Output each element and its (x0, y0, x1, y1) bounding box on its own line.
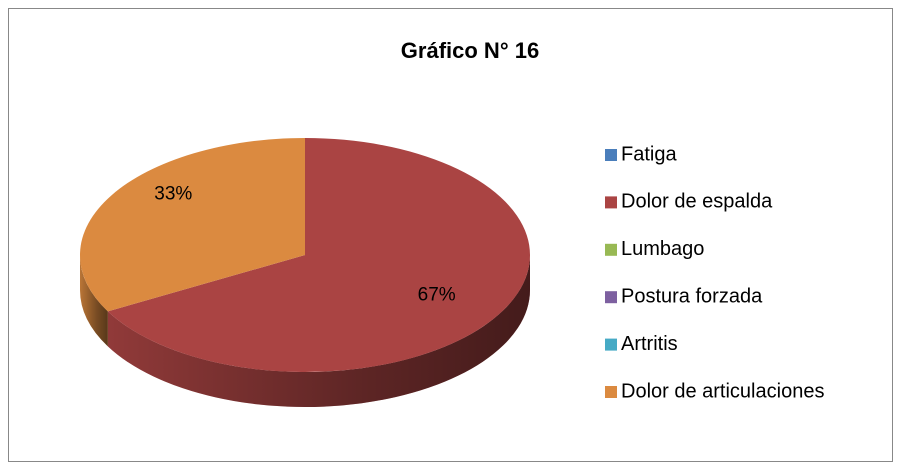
legend-label: Dolor de articulaciones (621, 380, 824, 402)
legend-label: Lumbago (621, 238, 704, 260)
legend-swatch (605, 196, 617, 209)
slice-shade (107, 255, 530, 407)
legend-swatch (605, 243, 617, 256)
legend-swatch (605, 291, 617, 304)
legend-label: Artritis (621, 333, 678, 355)
legend-label: Dolor de espalda (621, 191, 773, 213)
legend-swatch (605, 149, 617, 161)
chart-title: Gráfico N° 16 (401, 38, 539, 63)
slice (80, 138, 306, 312)
value-label: 67% (418, 285, 456, 306)
legend: Fatiga Dolor de espalda Lumbago Postura for… (605, 143, 824, 402)
legend-swatch (605, 386, 617, 398)
legend-label: Fatiga (621, 143, 677, 165)
slice (107, 138, 530, 373)
legend-label: Postura forzada (621, 285, 763, 307)
value-label: 33% (154, 184, 192, 205)
slice-shade (80, 255, 108, 347)
pie: 67% 33% (80, 138, 530, 407)
legend-swatch (605, 338, 617, 351)
